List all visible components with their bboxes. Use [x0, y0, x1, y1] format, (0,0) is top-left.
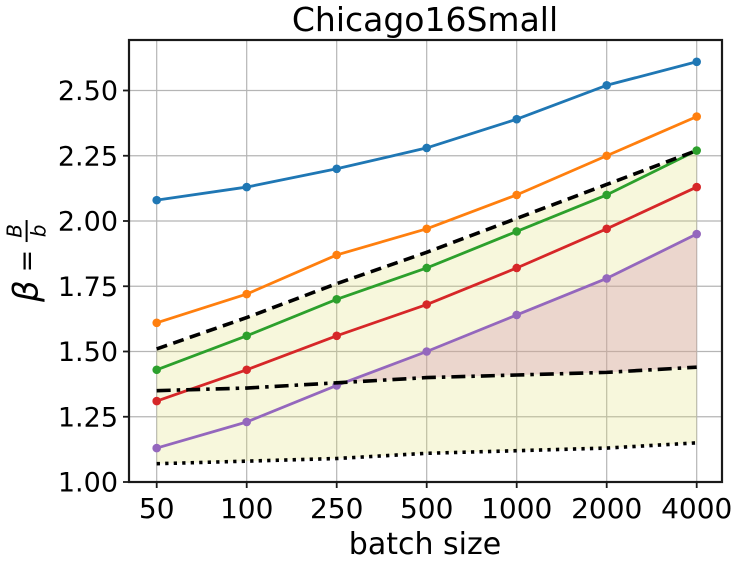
x-tick-label: 4000	[661, 492, 731, 525]
x-tick-labels: 50 100 250 500 1000 2000 4000	[139, 492, 731, 525]
green-line-marker	[602, 190, 611, 200]
fraction-numerator: B	[3, 219, 28, 242]
red-line-marker	[512, 263, 521, 273]
fraction-denominator: b	[27, 224, 51, 238]
purple-line-marker	[422, 347, 432, 356]
green-line-marker	[512, 227, 521, 236]
purple-line-marker	[692, 229, 701, 239]
red-line-marker	[242, 365, 251, 375]
green-line-marker	[242, 331, 251, 341]
x-tick-label: 2000	[571, 492, 642, 525]
green-line-marker	[152, 365, 161, 375]
green-line-marker	[692, 146, 701, 155]
series-lines	[152, 57, 701, 466]
pink-band	[344, 234, 697, 383]
x-tick-label: 500	[400, 492, 453, 525]
gridlines	[129, 40, 722, 483]
y-tick-labels: 1.00 1.25 1.50 1.75 2.00 2.25 2.50	[58, 76, 118, 499]
green-line-marker	[332, 295, 342, 304]
red-line-marker	[332, 331, 342, 341]
orange-line-marker	[152, 318, 161, 328]
blue-line-marker	[692, 57, 701, 67]
beta-symbol: β	[7, 280, 47, 303]
y-tick-label: 2.25	[58, 141, 118, 172]
blue-line-marker	[512, 114, 521, 124]
y-tick-label: 1.75	[58, 272, 118, 303]
plot-border	[127, 38, 724, 484]
orange-line-marker	[422, 224, 432, 234]
orange-line-marker	[692, 112, 701, 121]
dashdot-black-line-path	[156, 365, 697, 393]
y-tick-label: 2.50	[58, 76, 118, 107]
y-axis-label: β = B b	[3, 219, 51, 303]
blue-line	[152, 57, 701, 205]
purple-line-marker	[512, 310, 521, 320]
purple-line-marker	[152, 443, 161, 453]
chart-title: Chicago16Small	[292, 0, 558, 39]
y-tick-label: 1.00	[58, 468, 118, 499]
fraction-B-over-b: B b	[3, 219, 51, 242]
y-tick-label: 1.50	[58, 337, 118, 368]
orange-line	[152, 112, 701, 328]
y-tick-label: 1.25	[58, 402, 118, 433]
dashdot-black-line	[156, 365, 697, 393]
red-line-marker	[422, 300, 432, 309]
blue-line-marker	[332, 164, 342, 174]
x-tick-label: 1000	[481, 492, 552, 525]
dashed-black-line	[156, 148, 698, 351]
green-line-marker	[422, 263, 432, 273]
orange-line-marker	[332, 250, 342, 260]
x-axis-label: batch size	[349, 527, 501, 561]
blue-line-marker	[242, 182, 251, 192]
dashed-black-line-path	[156, 148, 698, 351]
purple-line-marker	[602, 274, 611, 283]
red-line	[152, 182, 701, 406]
red-line-marker	[692, 182, 701, 192]
red-line-marker	[152, 396, 161, 406]
green-line	[152, 146, 701, 375]
blue-line-marker	[152, 195, 161, 205]
red-line-marker	[602, 224, 611, 234]
blue-line-marker	[422, 143, 432, 153]
x-tick-label: 100	[220, 492, 273, 525]
orange-line-marker	[602, 151, 611, 161]
orange-line-marker	[242, 289, 251, 299]
x-tick-label: 250	[310, 492, 363, 525]
purple-line-marker	[242, 417, 251, 427]
y-tick-label: 2.00	[58, 207, 118, 238]
x-tick-label: 50	[139, 492, 175, 525]
orange-line-marker	[512, 190, 521, 200]
equals-sign: =	[11, 249, 43, 273]
blue-line-marker	[602, 80, 611, 90]
